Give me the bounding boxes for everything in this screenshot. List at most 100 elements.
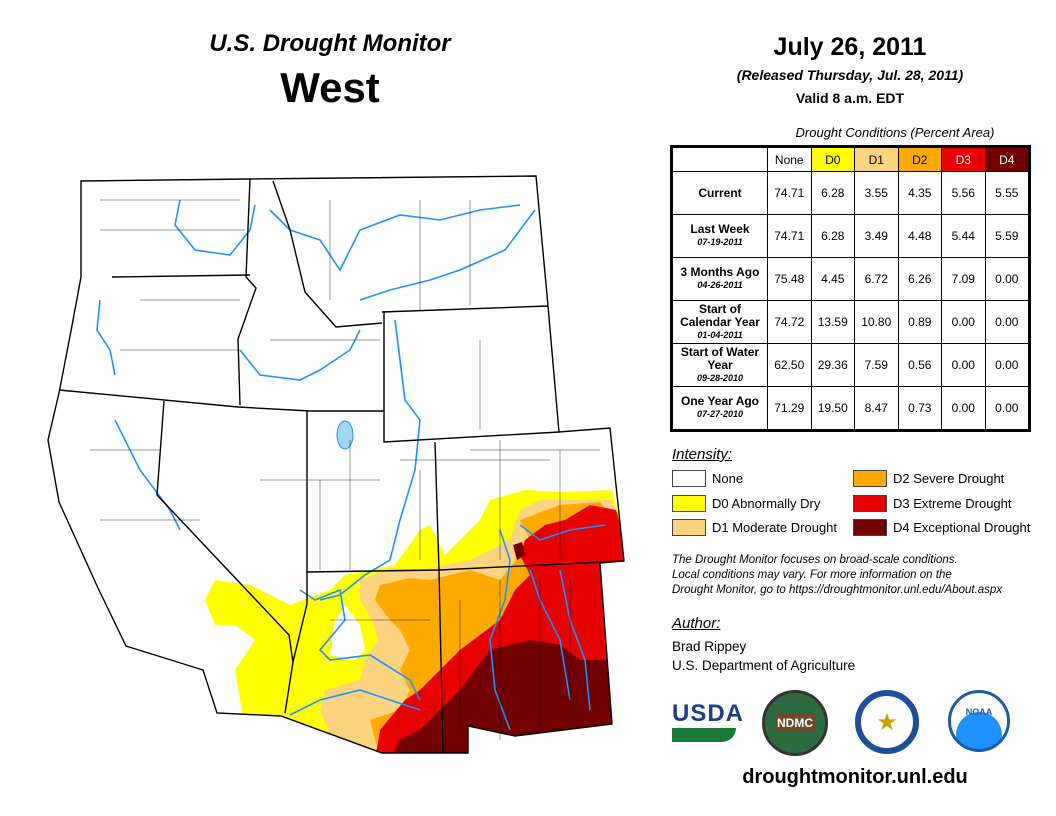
- table-cell: 8.47: [854, 386, 899, 430]
- legend-swatch: [853, 495, 887, 512]
- legend-item: D2 Severe Drought: [853, 470, 1004, 487]
- col-none: None: [767, 147, 812, 172]
- table-cell: 5.59: [984, 214, 1029, 258]
- table-cell: 5.55: [984, 171, 1029, 215]
- table-cell: 71.29: [767, 386, 812, 430]
- d4-area-co: [513, 542, 525, 560]
- author-title: Author:: [672, 615, 721, 632]
- legend-label: D3 Extreme Drought: [893, 496, 1012, 511]
- usda-logo-swoosh: [672, 728, 736, 742]
- table-cell: 0.56: [897, 343, 942, 387]
- table-cell: 75.48: [767, 257, 812, 301]
- row-date: 09-28-2010: [696, 372, 744, 383]
- legend-item: D3 Extreme Drought: [853, 495, 1012, 512]
- table-cell: 0.00: [984, 257, 1029, 301]
- table-cell: 7.59: [854, 343, 899, 387]
- table-cell: 0.00: [941, 300, 986, 344]
- noaa-logo: NOAA: [948, 690, 1010, 752]
- product-title: U.S. Drought Monitor: [209, 30, 451, 57]
- table-cell: 6.72: [854, 257, 899, 301]
- table-row: Start of Calendar Year 01-04-2011 74.72 13.…: [672, 300, 1029, 344]
- table-cell: 29.36: [810, 343, 855, 387]
- legend-label: D2 Severe Drought: [893, 471, 1005, 486]
- table-cell: 0.73: [897, 386, 942, 430]
- drought-map: [47, 175, 625, 754]
- table-header-row: None D0 D1 D2 D3 D4: [673, 147, 1029, 172]
- none-area-ca: [200, 628, 250, 715]
- legend-swatch: [853, 519, 887, 536]
- table-row: One Year Ago 07-27-2010 71.29 19.50 8.47 0.73…: [672, 386, 1029, 430]
- row-label: Last Week 07-19-2011: [672, 214, 768, 258]
- usda-logo: USDA: [672, 700, 744, 742]
- table-row: Last Week 07-19-2011 74.71 6.28 3.49 4.48 5.44…: [672, 214, 1029, 258]
- table-cell: 4.35: [897, 171, 942, 215]
- row-label-text: Last Week: [690, 222, 750, 236]
- row-date: 07-19-2011: [697, 237, 743, 247]
- state-borders: [47, 175, 625, 754]
- note-line: Local conditions may vary. For more info…: [672, 569, 952, 581]
- disclaimer-note: The Drought Monitor focuses on broad-sca…: [672, 553, 1052, 598]
- table-cell: 0.00: [984, 343, 1029, 387]
- row-label: One Year Ago 07-27-2010: [672, 386, 768, 430]
- table-cell: 3.55: [854, 171, 899, 215]
- table-cell: 19.50: [810, 386, 855, 430]
- table-row: Current 74.71 6.28 3.55 4.35 5.56 5.55: [672, 171, 1029, 215]
- legend-title: Intensity:: [672, 446, 733, 463]
- table-cell: 5.56: [941, 171, 986, 215]
- drought-conditions-table: None D0 D1 D2 D3 D4 Current 74.71 6.28 3.55…: [670, 145, 1031, 432]
- ndmc-logo-text: NDMC: [775, 714, 815, 732]
- table-cell: 0.00: [984, 300, 1029, 344]
- note-line: Drought Monitor, go to https://droughtmo…: [672, 584, 1003, 596]
- rivers: [96, 199, 606, 731]
- table-cell: 74.71: [767, 171, 812, 215]
- map-date: July 26, 2011: [773, 33, 927, 61]
- usda-logo-text: USDA: [672, 700, 745, 727]
- table-cell: 3.49: [854, 214, 899, 258]
- noaa-logo-text: NOAA: [965, 707, 993, 717]
- author-info: Brad Rippey U.S. Department of Agricultu…: [672, 637, 855, 675]
- row-label-text: Current: [698, 185, 742, 200]
- table-cell: 6.26: [897, 257, 942, 301]
- great-salt-lake: [336, 420, 354, 450]
- row-date: 04-26-2011: [697, 280, 743, 290]
- table-cell: 74.71: [767, 214, 812, 258]
- legend-item: None: [672, 470, 743, 487]
- row-label-text: Start of Calendar Year: [680, 301, 760, 329]
- table-row: 3 Months Ago 04-26-2011 75.48 4.45 6.72 6.26 7…: [672, 257, 1029, 301]
- table-cell: 4.45: [810, 257, 855, 301]
- table-cell: 6.28: [810, 171, 855, 215]
- col-d3: D3: [941, 147, 986, 172]
- legend-item: D4 Exceptional Drought: [853, 519, 1030, 536]
- table-cell: 0.00: [941, 386, 986, 430]
- table-row: Start of Water Year 09-28-2010 62.50 29.36 7…: [672, 343, 1029, 387]
- website-url[interactable]: droughtmonitor.unl.edu: [742, 766, 968, 788]
- row-label-text: 3 Months Ago: [680, 265, 760, 279]
- table-cell: 0.00: [941, 343, 986, 387]
- legend-item: D0 Abnormally Dry: [672, 495, 820, 512]
- col-d2: D2: [897, 147, 942, 172]
- legend-label: None: [712, 471, 744, 486]
- table-cell: 62.50: [767, 343, 812, 387]
- none-area: [330, 605, 365, 660]
- table-cell: 6.28: [810, 214, 855, 258]
- release-date: (Released Thursday, Jul. 28, 2011): [736, 67, 964, 83]
- author-name: Brad Rippey: [672, 639, 747, 654]
- note-line: The Drought Monitor focuses on broad-sca…: [672, 554, 958, 566]
- row-label: Current: [672, 171, 768, 215]
- commerce-seal-icon: ★: [855, 690, 919, 754]
- author-org: U.S. Department of Agriculture: [672, 658, 856, 673]
- legend-label: D0 Abnormally Dry: [712, 496, 821, 511]
- row-label: 3 Months Ago 04-26-2011: [672, 257, 768, 301]
- legend-item: D1 Moderate Drought: [672, 519, 837, 536]
- col-d0: D0: [810, 147, 855, 172]
- legend-swatch: [672, 495, 706, 512]
- col-d4: D4: [984, 147, 1029, 172]
- row-date: 01-04-2011: [697, 329, 743, 340]
- table-cell: 13.59: [810, 300, 855, 344]
- row-date: 07-27-2010: [696, 409, 744, 419]
- table-cell: 5.44: [941, 214, 986, 258]
- row-label: Start of Calendar Year 01-04-2011: [672, 300, 768, 344]
- ndmc-logo: NDMC: [762, 690, 828, 756]
- legend-swatch: [672, 470, 706, 487]
- table-caption: Drought Conditions (Percent Area): [795, 125, 995, 140]
